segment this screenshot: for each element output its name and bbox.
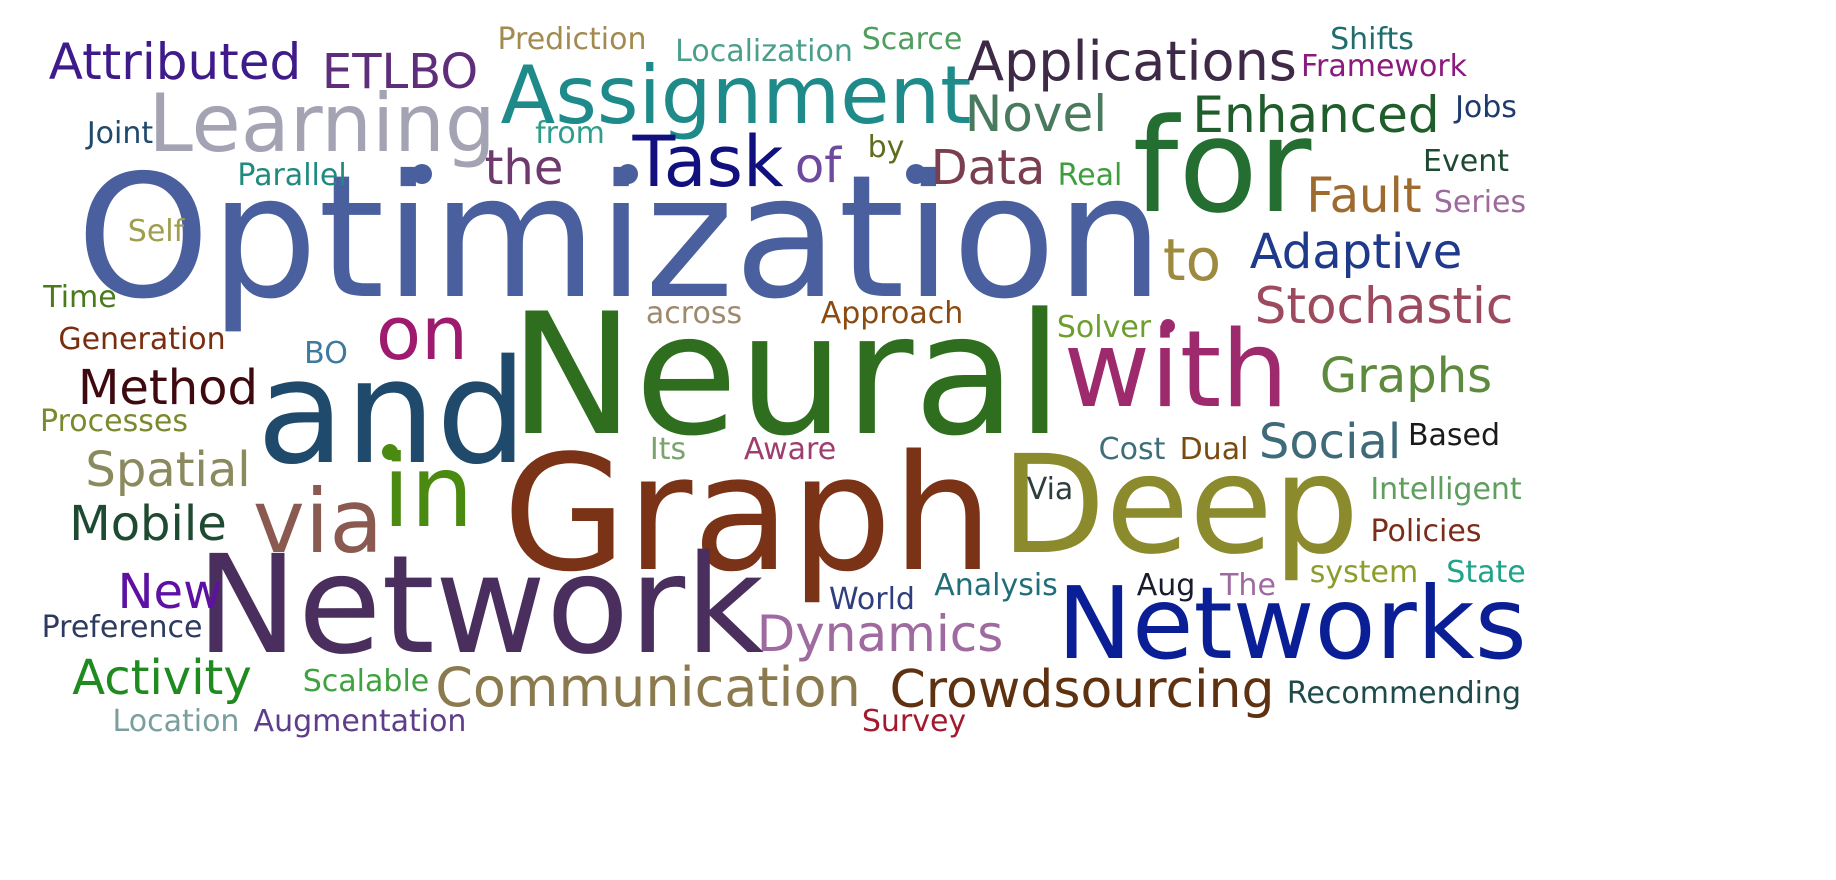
word-parallel: Parallel <box>237 158 347 193</box>
word-novel: Novel <box>964 85 1108 143</box>
word-self: Self <box>127 214 185 249</box>
word-analysis: Analysis <box>934 568 1058 603</box>
word-attributed: Attributed <box>48 33 302 91</box>
word-generation: Generation <box>58 322 226 357</box>
word-time: Time <box>43 280 117 315</box>
word-of: of <box>794 138 842 194</box>
word-augmentation: Augmentation <box>253 704 467 739</box>
word-spatial: Spatial <box>85 442 251 498</box>
word-via: via <box>252 470 384 573</box>
word-social: Social <box>1258 414 1402 470</box>
word-approach: Approach <box>820 296 964 331</box>
word-shifts: Shifts <box>1330 22 1414 57</box>
word-the-small: The <box>1220 568 1276 603</box>
word-deep: Deep <box>1000 427 1360 585</box>
word-solver: Solver <box>1056 310 1152 345</box>
word-intelligent: Intelligent <box>1370 472 1522 507</box>
word-dual: Dual <box>1179 432 1249 467</box>
dot-marker <box>906 164 926 184</box>
word-to: to <box>1162 226 1222 294</box>
word-aug: Aug <box>1136 568 1196 603</box>
word-scarce: Scarce <box>861 22 963 57</box>
word-recommending: Recommending <box>1286 676 1522 711</box>
dot-marker <box>412 164 432 184</box>
word-localization: Localization <box>675 34 853 69</box>
word-policies: Policies <box>1370 514 1482 549</box>
word-by: by <box>867 130 905 165</box>
word-bo: BO <box>304 336 348 371</box>
word-with: with <box>1063 308 1289 431</box>
word-learning: Learning <box>148 77 496 170</box>
word-crowdsourcing: Crowdsourcing <box>889 660 1275 720</box>
dot-marker <box>1161 319 1175 333</box>
word-on: on <box>375 291 469 377</box>
word-joint: Joint <box>86 116 154 151</box>
word-assignment: Assignment <box>500 49 972 142</box>
word-series: Series <box>1433 185 1527 220</box>
word-processes: Processes <box>40 404 188 439</box>
word-based: Based <box>1407 418 1501 453</box>
word-etlbo: ETLBO <box>321 44 479 100</box>
word-system: system <box>1309 555 1419 590</box>
dot-marker <box>382 444 398 460</box>
word-stochastic: Stochastic <box>1254 277 1514 335</box>
word-networks: Networks <box>1057 565 1527 682</box>
word-event: Event <box>1423 144 1509 179</box>
word-task: Task <box>632 121 784 203</box>
word-network: Network <box>196 527 764 685</box>
word-neural: Neural <box>508 277 1064 473</box>
word-graphs: Graphs <box>1319 348 1493 404</box>
word-method: Method <box>77 360 259 416</box>
word-mobile: Mobile <box>69 496 227 552</box>
word-from: from <box>535 116 605 151</box>
word-preference: Preference <box>41 610 203 645</box>
word-optimization: Optimization <box>76 139 1164 337</box>
word-activity: Activity <box>72 650 252 706</box>
word-jobs: Jobs <box>1455 90 1517 125</box>
word-adaptive: Adaptive <box>1249 224 1463 280</box>
word-state: State <box>1446 555 1526 590</box>
word-across: across <box>645 296 743 331</box>
word-location: Location <box>112 704 240 739</box>
word-scalable: Scalable <box>302 664 430 699</box>
word-communication: Communication <box>435 656 861 719</box>
word-enhanced: Enhanced <box>1192 86 1440 144</box>
word-survey: Survey <box>861 704 967 739</box>
word-prediction: Prediction <box>497 22 647 57</box>
word-applications: Applications <box>967 30 1297 93</box>
word-data: Data <box>930 140 1046 196</box>
word-for: for <box>1132 90 1312 242</box>
word-in: in <box>382 433 474 550</box>
word-new: New <box>117 564 223 620</box>
word-via-small: Via <box>1026 472 1074 507</box>
word-its: Its <box>649 432 687 467</box>
word-dynamics: Dynamics <box>756 605 1004 663</box>
word-cost: Cost <box>1098 432 1166 467</box>
dot-marker <box>618 164 638 184</box>
word-world: World <box>829 582 915 617</box>
word-aware: Aware <box>743 432 837 467</box>
word-the: the <box>484 140 564 196</box>
word-real: Real <box>1057 158 1123 193</box>
word-graph: Graph <box>502 420 994 607</box>
word-and: and <box>256 328 528 496</box>
word-framework: Framework <box>1300 49 1468 84</box>
word-fault: Fault <box>1306 168 1422 224</box>
